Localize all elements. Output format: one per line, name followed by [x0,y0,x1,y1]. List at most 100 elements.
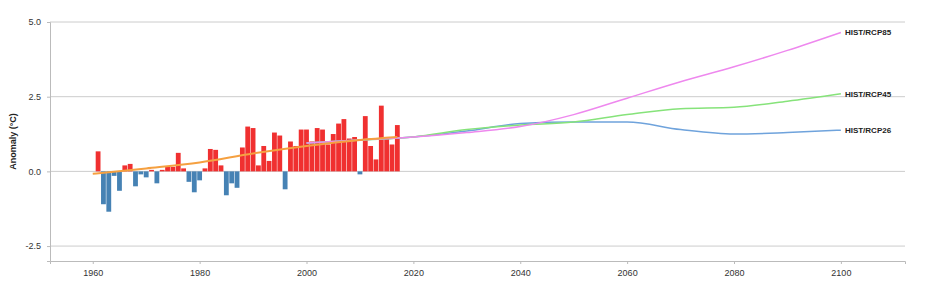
x-axis: 1960 1980 2000 2020 2040 2060 2080 2100 [51,261,906,278]
bar [352,137,357,171]
grid [50,22,905,246]
x-tick-label: 1980 [190,268,210,278]
bar [384,137,389,171]
series-line [307,122,841,143]
x-axis-line [51,262,906,265]
bar [363,116,368,171]
y-tick-mark [47,246,50,247]
bar [192,171,197,192]
y-tick: 5.0 [28,17,50,27]
chart: HIST/RCP26HIST/RCP45HIST/RCP85-2.50.02.5… [0,0,945,297]
x-tick-mark [734,261,735,264]
grid-line [50,96,905,97]
bar [272,133,277,172]
x-tick: 2080 [724,261,744,278]
x-tick-label: 1960 [83,268,103,278]
bar [293,146,298,171]
bar [197,171,202,180]
grid-line [50,246,905,247]
bar [283,171,288,189]
bar [203,168,208,171]
series-label: HIST/RCP45 [845,90,892,99]
bars [96,106,400,212]
x-tick-mark [627,261,628,264]
bar [331,134,336,171]
bar [165,167,170,171]
bar [251,128,256,171]
x-tick: 1960 [83,261,103,278]
x-tick: 2000 [297,261,317,278]
y-tick-label: -2.5 [25,241,41,251]
x-tick-label: 2000 [297,268,317,278]
bar [299,130,304,172]
bar [160,170,165,171]
x-tick-mark [200,261,201,264]
bar [325,144,330,171]
y-axis-title: Anomaly (°C) [8,113,18,170]
bar [395,125,400,171]
bar [336,124,341,172]
bar [277,136,282,172]
bar [320,130,325,172]
x-tick-label: 2080 [724,268,744,278]
bar [390,144,395,171]
bar [171,167,176,171]
x-tick: 1980 [190,261,210,278]
bar [176,153,181,172]
series-line [307,32,841,143]
x-tick-mark [307,261,308,264]
bar [224,171,229,195]
bar [144,171,149,177]
bar [288,142,293,172]
series-line [307,94,841,143]
bar [261,146,266,171]
series-label: HIST/RCP85 [845,28,892,37]
x-tick-label: 2100 [831,268,851,278]
y-tick-label: 2.5 [28,92,41,102]
x-tick-mark [93,261,94,264]
bar [374,159,379,171]
bar [240,147,245,171]
x-tick-label: 2060 [618,268,638,278]
y-tick: 2.5 [28,92,50,102]
bar [154,171,159,183]
trend-line [93,137,398,174]
x-tick: 2060 [618,261,638,278]
y-tick-mark [47,22,50,23]
bar [256,165,261,171]
y-axis-line [47,23,51,262]
y-tick-label: 5.0 [28,17,41,27]
bar [347,139,352,172]
series-labels: HIST/RCP26HIST/RCP45HIST/RCP85 [845,28,892,135]
bar [235,171,240,187]
bar [245,127,250,172]
x-tick: 2040 [511,261,531,278]
x-tick-label: 2020 [404,268,424,278]
bar [358,171,363,174]
plot-area [93,32,841,211]
bar [304,130,309,172]
bar [342,119,347,171]
x-tick-mark [841,261,842,264]
y-tick: 0.0 [28,167,50,177]
bar [267,161,272,171]
bar [149,170,154,171]
bar [101,171,106,204]
bar [117,171,122,190]
y-tick-label: 0.0 [28,167,41,177]
bar [368,146,373,171]
bar [315,128,320,171]
y-tick: -2.5 [25,241,50,251]
x-tick-mark [413,261,414,264]
x-tick: 2100 [831,261,851,278]
grid-line [50,22,905,23]
bar [229,171,234,183]
x-tick-mark [520,261,521,264]
y-axis: -2.5 0.0 2.5 5.0 [25,17,50,261]
bar [106,171,111,211]
y-tick-mark [47,171,50,172]
bar [133,171,138,186]
bar [96,151,101,171]
bar [219,165,224,171]
x-tick: 2020 [404,261,424,278]
